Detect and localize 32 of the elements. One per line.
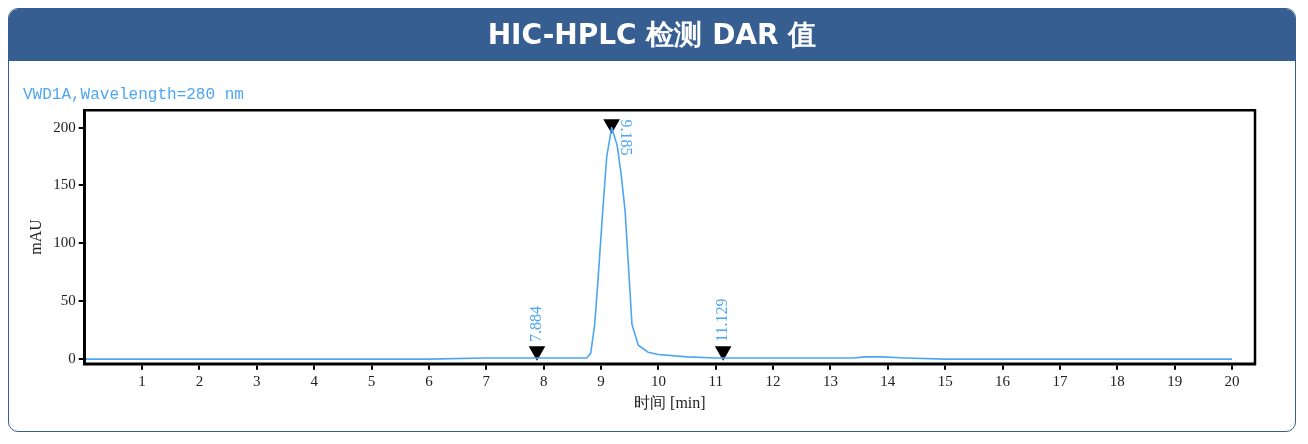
x-tick-label: 20 [1224,372,1240,389]
x-tick-label: 15 [937,372,953,389]
x-tick-label: 17 [1052,372,1068,389]
x-tick-label: 12 [765,372,781,389]
x-tick-label: 9 [597,372,605,389]
annotation: 11.129 [713,298,731,343]
annotation: 7.884 [527,306,545,343]
y-axis-title: mAU [26,218,44,255]
y-tick-label: 50 [60,292,76,309]
x-tick-label: 13 [822,372,838,389]
x-tick-label: 18 [1109,372,1125,389]
x-tick-label: 5 [367,372,376,389]
chart-subtitle: VWD1A,Wavelength=280 nm [23,85,244,104]
y-tick-label: 100 [53,234,76,251]
x-tick-label: 14 [880,372,896,389]
x-tick-label: 4 [310,372,319,389]
x-tick-label: 1 [138,372,146,389]
x-tick-label: 19 [1167,372,1183,389]
y-tick-label: 200 [53,118,76,135]
x-tick-label: 2 [195,372,204,389]
x-tick-label: 3 [253,372,261,389]
x-tick-label: 11 [708,372,723,389]
x-tick-label: 10 [650,372,666,389]
chart-title: HIC-HPLC 检测 DAR 值 [9,9,1295,61]
y-tick-label: 0 [68,350,76,367]
y-tick-label: 150 [53,176,76,193]
annotation: 9.185 [618,119,636,156]
x-axis-title: 时间 [min] [634,393,706,411]
x-tick-label: 6 [425,372,434,389]
x-tick-label: 8 [539,372,548,389]
x-tick-label: 16 [995,372,1011,389]
x-tick-label: 7 [482,372,491,389]
